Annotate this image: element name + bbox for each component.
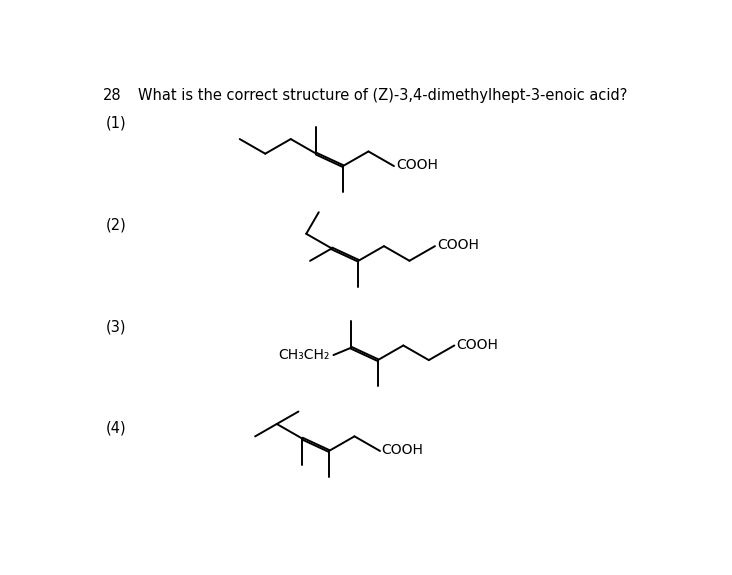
Text: COOH: COOH <box>381 443 423 457</box>
Text: COOH: COOH <box>457 338 498 352</box>
Text: (4): (4) <box>105 421 126 436</box>
Text: (1): (1) <box>105 115 126 130</box>
Text: COOH: COOH <box>396 158 438 172</box>
Text: CH₃CH₂: CH₃CH₂ <box>278 348 329 362</box>
Text: What is the correct structure of (Z)-3,4-dimethylhept-3-enoic acid?: What is the correct structure of (Z)-3,4… <box>138 88 627 104</box>
Text: 28: 28 <box>103 88 122 104</box>
Text: (3): (3) <box>105 319 126 334</box>
Text: (2): (2) <box>105 217 126 233</box>
Text: COOH: COOH <box>437 239 479 252</box>
